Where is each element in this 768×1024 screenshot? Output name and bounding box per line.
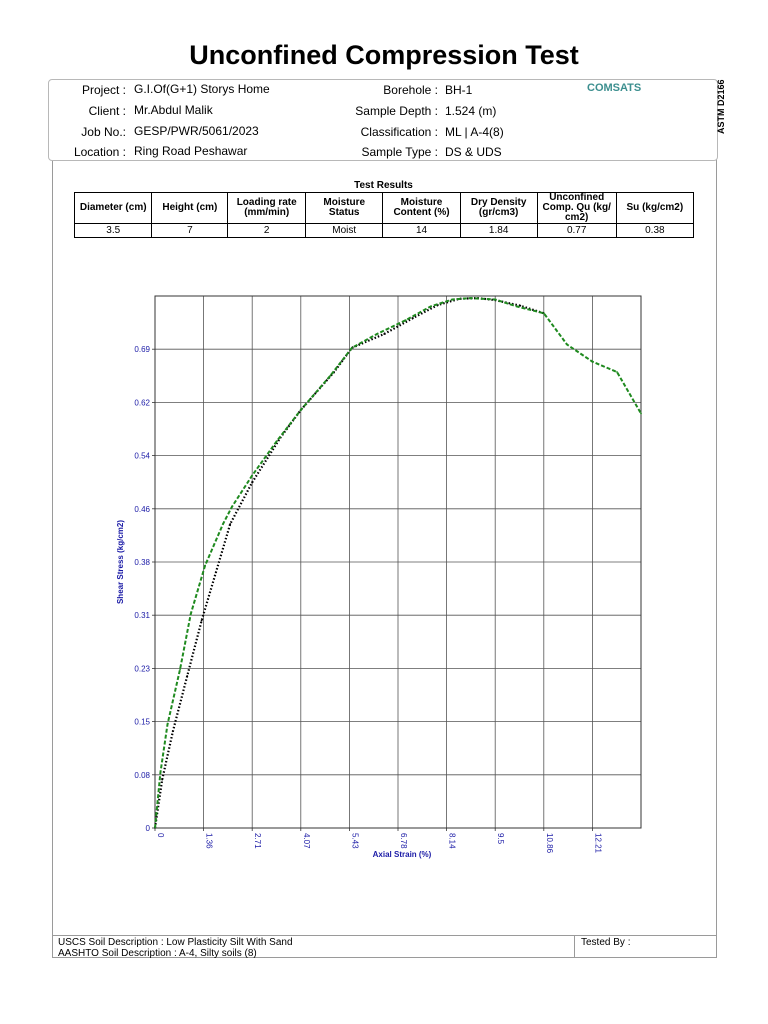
y-tick-label: 0.15 — [134, 718, 150, 727]
x-axis-label: Axial Strain (%) — [373, 850, 432, 859]
cell-dry-density: 1.84 — [459, 223, 538, 238]
sample-type-label: Sample Type : — [361, 145, 439, 159]
depth-label: Sample Depth : — [355, 104, 438, 118]
y-tick-label: 0.23 — [134, 664, 150, 673]
borehole-value: BH-1 — [445, 83, 473, 97]
data-point — [616, 371, 618, 373]
borehole-label: Borehole : — [383, 83, 438, 97]
data-point — [566, 343, 568, 346]
col-diameter: Diameter (cm) — [73, 192, 153, 224]
page-title: Unconfined Compression Test — [189, 40, 579, 70]
cell-height: 7 — [151, 223, 229, 238]
y-tick-label: 0.62 — [134, 398, 150, 407]
data-point — [591, 360, 594, 363]
y-tick-label: 0.69 — [134, 345, 150, 354]
classification-value: ML | A-4(8) — [445, 125, 504, 139]
x-tick-label: 8.14 — [448, 833, 457, 849]
data-point — [215, 571, 217, 574]
project-label: Project : — [81, 83, 126, 97]
y-tick-label: 0.46 — [134, 505, 150, 514]
data-point — [640, 412, 642, 415]
y-axis-label: Shear Stress (kg/cm2) — [116, 520, 125, 604]
client-value: Mr.Abdul Malik — [134, 103, 213, 117]
y-tick-label: 0.38 — [134, 558, 150, 567]
col-height: Height (cm) — [151, 192, 229, 224]
data-point — [429, 305, 432, 308]
data-point — [251, 481, 254, 484]
results-title: Test Results — [354, 180, 413, 191]
results-table: Diameter (cm) Height (cm) Loading rate (… — [73, 192, 695, 238]
data-point — [515, 305, 518, 308]
data-point — [412, 317, 414, 319]
data-point — [469, 297, 472, 299]
job-value: GESP/PWR/5061/2023 — [134, 124, 259, 138]
y-tick-label: 0.54 — [134, 452, 150, 461]
data-point — [329, 374, 332, 377]
y-tick-label: 0.31 — [134, 611, 150, 620]
data-point — [376, 333, 378, 335]
aashto-description: AASHTO Soil Description : A-4, Silty soi… — [58, 948, 257, 959]
depth-value: 1.524 (m) — [445, 104, 497, 118]
data-point — [161, 778, 164, 781]
header-box — [48, 79, 718, 161]
uscs-description: USCS Soil Description : Low Plasticity S… — [58, 937, 293, 948]
data-point — [200, 619, 203, 622]
tested-by-label: Tested By : — [581, 937, 631, 948]
footer-divider — [52, 935, 717, 936]
col-moisture-status: Moisture Status — [305, 192, 384, 224]
company-name: COMSATS — [587, 82, 642, 94]
results-value-row: 3.5 7 2 Moist 14 1.84 0.77 0.38 — [73, 223, 695, 238]
x-tick-label: 2.71 — [253, 833, 262, 849]
data-point — [251, 474, 254, 477]
data-point — [383, 333, 386, 335]
x-tick-label: 0 — [156, 833, 165, 838]
data-point — [166, 723, 169, 726]
x-tick-label: 4.07 — [302, 833, 311, 849]
col-qu: Unconfined Comp. Qu (kg/ cm2) — [536, 192, 617, 224]
x-tick-label: 12.21 — [593, 833, 602, 854]
data-point — [222, 523, 224, 525]
location-value: Ring Road Peshawar — [134, 144, 248, 158]
data-point — [351, 346, 353, 349]
classification-label: Classification : — [360, 125, 438, 139]
col-moisture-content: Moisture Content (%) — [382, 192, 461, 224]
footer-column-divider — [574, 935, 575, 958]
x-tick-label: 9.5 — [496, 833, 505, 845]
y-tick-label: 0.08 — [134, 771, 150, 780]
sample-type-value: DS & UDS — [445, 145, 502, 159]
data-point — [186, 675, 189, 677]
data-point — [404, 319, 407, 322]
data-point — [519, 304, 522, 307]
cell-su: 0.38 — [615, 223, 695, 238]
data-point — [159, 771, 162, 774]
data-point — [231, 505, 233, 508]
data-point — [494, 298, 497, 301]
cell-moisture-content: 14 — [382, 223, 461, 238]
x-tick-label: 5.43 — [350, 833, 359, 849]
project-value: G.I.Of(G+1) Storys Home — [134, 82, 270, 96]
data-point — [204, 564, 207, 567]
cell-qu: 0.77 — [536, 223, 617, 238]
x-tick-label: 10.86 — [545, 833, 554, 854]
data-point — [179, 668, 182, 670]
data-point — [189, 612, 192, 615]
data-point — [543, 312, 545, 315]
data-point — [229, 523, 232, 525]
client-label: Client : — [88, 104, 126, 118]
results-header-row: Diameter (cm) Height (cm) Loading rate (… — [73, 192, 695, 224]
data-point — [275, 440, 278, 442]
x-tick-label: 1.36 — [205, 833, 214, 849]
data-point — [172, 730, 174, 733]
y-tick-label: 0 — [146, 824, 151, 833]
data-point — [299, 409, 302, 411]
data-point — [451, 298, 454, 301]
col-su: Su (kg/cm2) — [615, 192, 695, 224]
job-label: Job No.: — [81, 125, 126, 139]
location-label: Location : — [73, 145, 126, 159]
cell-diameter: 3.5 — [73, 223, 153, 238]
col-dry-density: Dry Density (gr/cm3) — [459, 192, 538, 224]
x-tick-label: 6.78 — [399, 833, 408, 849]
